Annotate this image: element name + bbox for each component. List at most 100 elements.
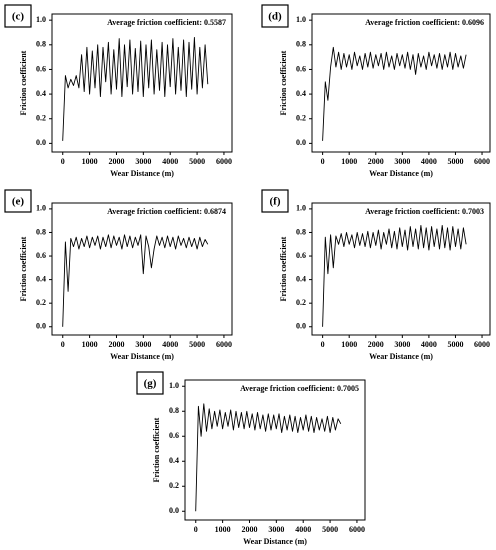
friction-line [62, 36, 209, 141]
x-tick-label: 4000 [295, 525, 311, 534]
y-axis-title: Friction coefficient [279, 236, 288, 301]
x-tick-label: 3000 [135, 157, 151, 166]
y-tick-label: 1.0 [36, 15, 46, 24]
y-tick-label: 0.0 [296, 322, 306, 331]
x-tick-label: 6000 [349, 525, 365, 534]
y-tick-label: 0.8 [296, 227, 306, 236]
x-tick-label: 2000 [368, 340, 384, 349]
x-tick-label: 3000 [394, 157, 410, 166]
y-tick-label: 0.6 [296, 64, 306, 73]
friction-line [62, 234, 209, 327]
y-tick-label: 0.4 [169, 456, 179, 465]
x-tick-label: 3000 [268, 525, 284, 534]
panel-label: (f) [270, 196, 281, 208]
y-tick-label: 0.4 [296, 89, 306, 98]
y-tick-label: 0.2 [296, 298, 306, 307]
panel-label-box [4, 189, 32, 213]
x-tick-label: 1000 [341, 340, 357, 349]
annotation: Average friction coefficient: 0.6874 [107, 207, 226, 216]
y-tick-label: 0.6 [36, 64, 46, 73]
x-tick-label: 4000 [162, 340, 178, 349]
y-tick-label: 1.0 [169, 381, 179, 390]
panel: (e) 0.0 0.2 0.4 0.6 0.8 1.0 0 1000 2000 3000 4000 50… [4, 189, 233, 361]
y-tick-label: 0.0 [36, 322, 46, 331]
y-axis-title: Friction coefficient [279, 50, 288, 115]
y-tick-label: 0.2 [36, 114, 46, 123]
panel: (c) 0.0 0.2 0.4 0.6 0.8 1.0 0 1000 2000 3000 4000 50… [4, 4, 233, 178]
x-tick-label: 5000 [447, 340, 463, 349]
x-tick-label: 6000 [216, 157, 232, 166]
panel-label-box [261, 4, 289, 28]
y-axis-title: Friction coefficient [19, 50, 28, 115]
x-axis-title: Wear Distance (m) [369, 352, 433, 361]
friction-line [322, 46, 467, 141]
y-tick-label: 0.0 [296, 138, 306, 147]
x-tick-label: 5000 [189, 157, 205, 166]
x-axis-title: Wear Distance (m) [110, 352, 174, 361]
plot-frame [184, 379, 366, 521]
x-axis-title: Wear Distance (m) [243, 537, 307, 546]
x-axis-title: Wear Distance (m) [369, 169, 433, 178]
y-tick-label: 0.6 [296, 251, 306, 260]
y-tick-label: 0.8 [36, 40, 46, 49]
plot-frame [311, 202, 491, 336]
x-tick-label: 2000 [241, 525, 257, 534]
panel-label: (d) [268, 11, 282, 23]
y-tick-label: 0.4 [36, 89, 46, 98]
x-tick-label: 5000 [322, 525, 338, 534]
x-tick-label: 0 [321, 157, 325, 166]
x-tick-label: 6000 [216, 340, 232, 349]
y-tick-label: 1.0 [296, 204, 306, 213]
x-tick-label: 5000 [189, 340, 205, 349]
x-tick-label: 5000 [447, 157, 463, 166]
panel-label: (g) [144, 378, 157, 390]
x-tick-label: 1000 [82, 340, 98, 349]
x-axis-title: Wear Distance (m) [110, 169, 174, 178]
annotation: Average friction coefficient: 0.7003 [365, 207, 484, 216]
panel: (d) 0.0 0.2 0.4 0.6 0.8 1.0 0 1000 2000 3000 4000 50… [261, 4, 491, 178]
annotation: Average friction coefficient: 0.7005 [240, 384, 359, 393]
x-tick-label: 0 [61, 340, 65, 349]
x-tick-label: 2000 [108, 340, 124, 349]
x-tick-label: 4000 [421, 157, 437, 166]
panel: (f) 0.0 0.2 0.4 0.6 0.8 1.0 0 1000 2000 3000 4000 50… [261, 189, 491, 361]
y-axis-title: Friction coefficient [19, 236, 28, 301]
x-tick-label: 2000 [368, 157, 384, 166]
x-tick-label: 0 [61, 157, 65, 166]
panel-label-box [4, 4, 32, 28]
y-tick-label: 0.8 [36, 227, 46, 236]
x-tick-label: 2000 [108, 157, 124, 166]
y-tick-label: 0.2 [169, 481, 179, 490]
x-tick-label: 4000 [162, 157, 178, 166]
x-tick-label: 0 [321, 340, 325, 349]
plot-frame [51, 202, 233, 336]
y-tick-label: 0.2 [36, 298, 46, 307]
annotation: Average friction coefficient: 0.6096 [365, 18, 484, 27]
panel-label: (c) [12, 11, 25, 23]
y-tick-label: 0.4 [296, 274, 306, 283]
x-tick-label: 1000 [341, 157, 357, 166]
y-tick-label: 1.0 [296, 15, 306, 24]
panel: (g) 0.0 0.2 0.4 0.6 0.8 1.0 0 1000 2000 3000 4000 50… [136, 371, 366, 546]
x-tick-label: 6000 [474, 157, 490, 166]
friction-line [322, 224, 467, 327]
y-axis-title: Friction coefficient [152, 417, 161, 482]
plot-frame [51, 13, 233, 153]
x-tick-label: 1000 [215, 525, 231, 534]
plot-frame [311, 13, 491, 153]
friction-line [195, 403, 342, 512]
x-tick-label: 6000 [474, 340, 490, 349]
y-tick-label: 0.2 [296, 114, 306, 123]
y-tick-label: 1.0 [36, 204, 46, 213]
y-tick-label: 0.8 [169, 406, 179, 415]
x-tick-label: 0 [194, 525, 198, 534]
y-tick-label: 0.8 [296, 40, 306, 49]
panel-label-box [261, 189, 289, 213]
x-tick-label: 4000 [421, 340, 437, 349]
y-tick-label: 0.6 [169, 431, 179, 440]
y-tick-label: 0.0 [36, 138, 46, 147]
panel-label: (e) [12, 196, 25, 208]
panel-label-box [136, 371, 164, 395]
y-tick-label: 0.6 [36, 251, 46, 260]
